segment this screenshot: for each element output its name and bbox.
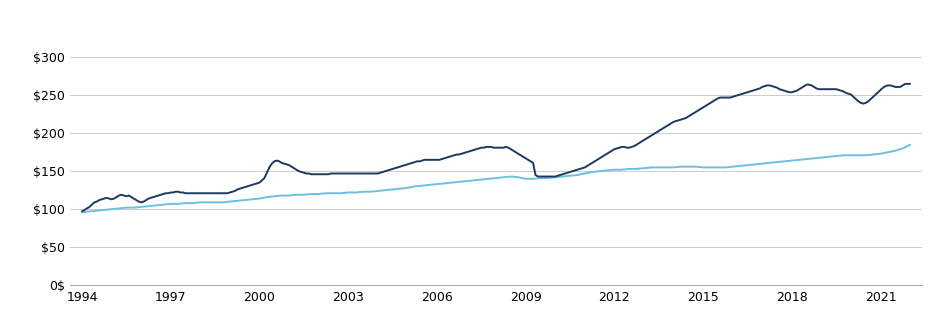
Legend: Rent Growth, Inflation: Rent Growth, Inflation [434, 0, 639, 4]
